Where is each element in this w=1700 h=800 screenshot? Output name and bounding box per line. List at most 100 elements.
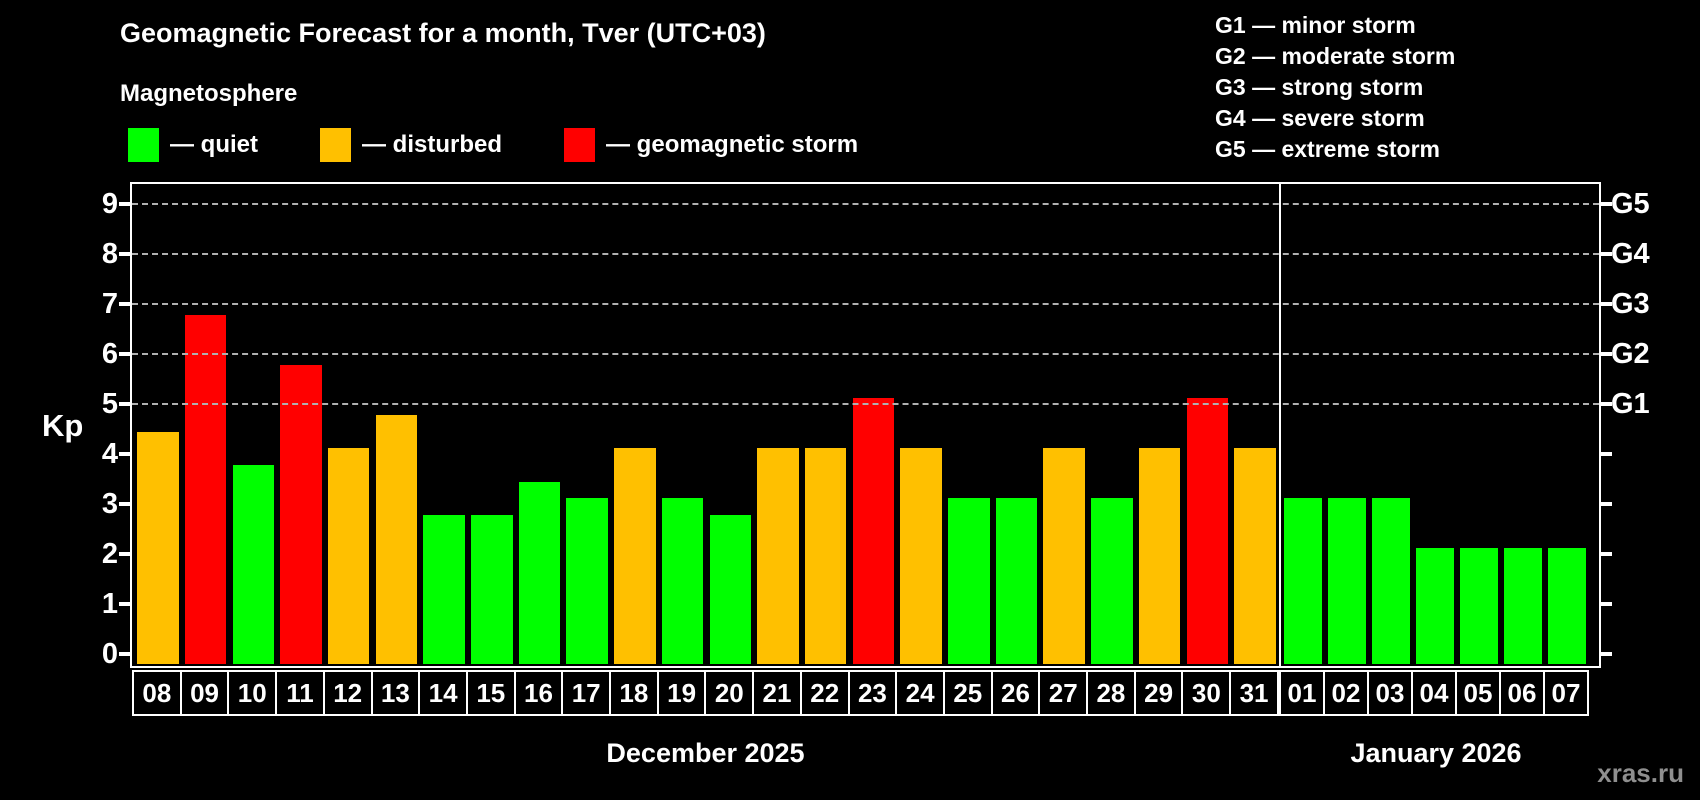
storm-scale-g3: G3 — strong storm (1215, 74, 1424, 100)
plot-area: 0 1 2 3 4 5 6 7 8 9 G1 G2 G3 G4 G5 (102, 182, 1650, 670)
right-axis-tick-2 (1601, 552, 1612, 556)
right-axis-tick-1 (1601, 602, 1612, 606)
y-tick-label-4: 4 (101, 438, 118, 470)
storm-scale-g4: G4 — severe storm (1215, 105, 1425, 131)
bar-slot-25 (945, 184, 993, 664)
bar-slot-31 (1231, 184, 1279, 664)
date-label-25: 25 (942, 670, 993, 716)
left-axis-tick-8 (119, 252, 130, 256)
kp-bar-05 (1459, 548, 1499, 664)
kp-bar-15 (471, 514, 513, 664)
date-label-06: 06 (1499, 670, 1545, 716)
chart-title: Geomagnetic Forecast for a month, Tver (… (120, 18, 766, 48)
kp-bar-09 (184, 314, 227, 664)
bar-slot-27 (1040, 184, 1088, 664)
kp-bar-31 (1234, 448, 1276, 664)
date-label-01: 01 (1279, 670, 1325, 716)
kp-gridline-9 (132, 203, 1599, 205)
legend-label-disturbed: — disturbed (362, 131, 503, 158)
kp-bar-13 (375, 414, 418, 664)
kp-bar-23 (852, 398, 895, 664)
date-label-13: 13 (370, 670, 421, 716)
right-axis-tick-3 (1601, 502, 1612, 506)
status-legend: — quiet — disturbed — geomagnetic storm (128, 128, 920, 162)
bar-slot-29 (1136, 184, 1184, 664)
date-label-31: 31 (1229, 670, 1279, 716)
storm-scale-g5: G5 — extreme storm (1215, 136, 1440, 162)
kp-bar-24 (900, 448, 942, 664)
kp-gridline-8 (132, 253, 1599, 255)
month-label-january: January 2026 (1350, 738, 1522, 768)
chart-subtitle: Magnetosphere (120, 80, 298, 107)
right-axis-tick-8 (1601, 252, 1612, 256)
y-tick-label-1: 1 (101, 588, 118, 620)
date-label-17: 17 (561, 670, 612, 716)
bar-slot-17 (563, 184, 611, 664)
storm-scale-g2: G2 — moderate storm (1215, 43, 1456, 69)
kp-gridline-7 (132, 303, 1599, 305)
kp-gridline-6 (132, 353, 1599, 355)
bar-slot-24 (897, 184, 945, 664)
storm-scale-legend: G1 — minor storm G2 — moderate storm G3 … (1215, 10, 1455, 165)
december-bars-section (134, 184, 1279, 664)
date-label-16: 16 (513, 670, 564, 716)
left-axis-tick-5 (119, 402, 130, 406)
kp-bar-10 (232, 464, 274, 664)
bar-slot-03 (1369, 184, 1413, 664)
y-tick-label-6: 6 (101, 338, 118, 370)
watermark: xras.ru (1597, 758, 1684, 788)
y-tick-label-9: 9 (101, 188, 118, 220)
kp-bar-21 (757, 448, 799, 664)
left-axis-tick-1 (119, 602, 130, 606)
bar-slot-10 (229, 184, 277, 664)
legend-item-disturbed: — disturbed (320, 128, 502, 162)
g-level-label-g5: G5 (1611, 188, 1650, 220)
right-axis-tick-9 (1601, 202, 1612, 206)
kp-gridline-5 (132, 403, 1599, 405)
date-label-05: 05 (1455, 670, 1501, 716)
date-label-04: 04 (1411, 670, 1457, 716)
date-label-21: 21 (752, 670, 802, 716)
right-axis-tick-0 (1601, 652, 1612, 656)
date-label-23: 23 (847, 670, 898, 716)
kp-bar-26 (995, 498, 1038, 664)
bar-slot-02 (1325, 184, 1369, 664)
bar-slot-13 (373, 184, 421, 664)
kp-bar-14 (423, 514, 465, 664)
bar-slot-20 (706, 184, 754, 664)
bar-slot-19 (659, 184, 707, 664)
date-label-22: 22 (799, 670, 850, 716)
december-date-labels: 08 09 10 11 12 13 14 15 16 17 18 19 20 21 22 23 24 25 26 27… (132, 670, 1279, 716)
legend-item-quiet: — quiet (128, 128, 258, 162)
left-axis-tick-7 (119, 302, 130, 306)
kp-bar-02 (1327, 498, 1367, 664)
date-label-18: 18 (609, 670, 659, 716)
bar-slot-21 (754, 184, 802, 664)
date-label-02: 02 (1323, 670, 1369, 716)
storm-color-swatch (564, 128, 596, 162)
y-tick-label-2: 2 (101, 538, 118, 570)
y-axis-label: Kp (42, 408, 84, 443)
kp-bar-22 (804, 448, 847, 664)
date-label-10: 10 (227, 670, 278, 716)
date-label-03: 03 (1367, 670, 1413, 716)
bar-slot-18 (611, 184, 659, 664)
bar-slot-04 (1413, 184, 1457, 664)
month-label-december: December 2025 (606, 738, 805, 768)
bar-slot-22 (802, 184, 850, 664)
left-axis-tick-9 (119, 202, 130, 206)
left-axis-tick-3 (119, 502, 130, 506)
date-label-14: 14 (418, 670, 468, 716)
right-axis-tick-7 (1601, 302, 1612, 306)
bar-slot-26 (993, 184, 1041, 664)
date-label-20: 20 (704, 670, 755, 716)
bar-slot-05 (1457, 184, 1501, 664)
g-level-label-g1: G1 (1611, 388, 1650, 420)
bar-slot-09 (182, 184, 230, 664)
bar-slot-01 (1281, 184, 1325, 664)
bar-slot-15 (468, 184, 516, 664)
date-label-27: 27 (1038, 670, 1089, 716)
g-level-label-g3: G3 (1611, 288, 1650, 320)
kp-bar-04 (1415, 548, 1455, 664)
